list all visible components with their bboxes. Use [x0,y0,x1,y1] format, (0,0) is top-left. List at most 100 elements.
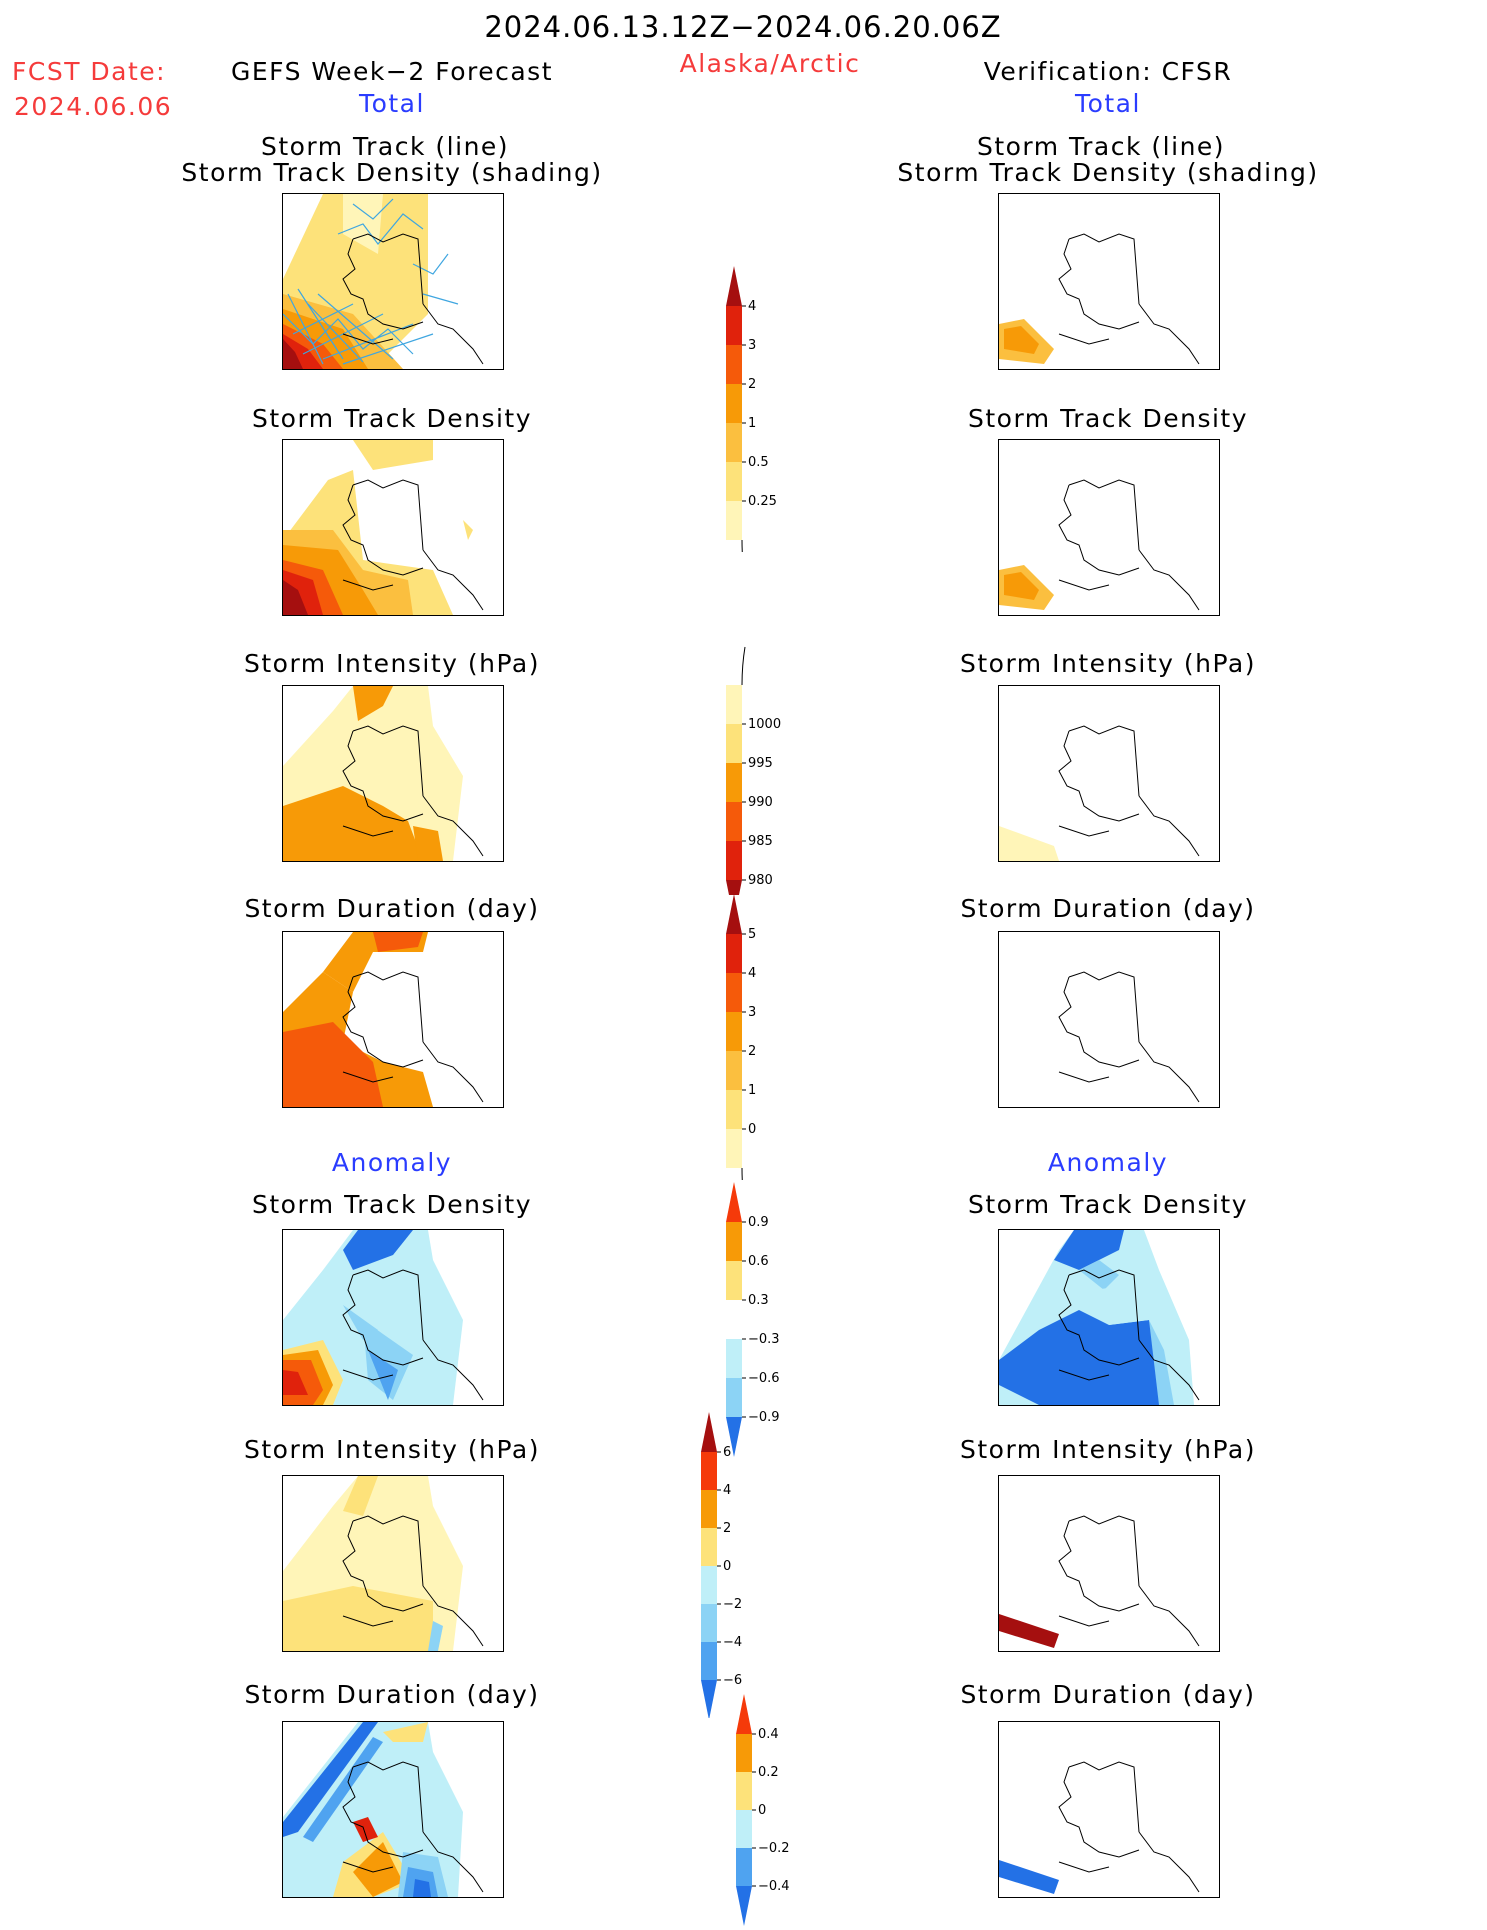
map-left-anom-intensity-svg [283,1476,484,1651]
map-left-anom-density [282,1229,504,1406]
right-track-shading-title: Storm Track Density (shading) [897,158,1319,187]
map-left-intensity-svg [283,686,484,861]
left-title: GEFS Week−2 Forecast [230,57,554,86]
colorbar-anomaly-intensity-segment [701,1642,717,1680]
left-density-title: Storm Track Density [251,404,533,433]
colorbar-total-density-segment [726,501,742,540]
colorbar-anomaly-density-tick-label: 0.6 [748,1254,769,1269]
map-left-density-svg [283,440,484,615]
colorbar-anomaly-duration-segment [736,1694,752,1734]
colorbar-anomaly-intensity-tick-label: −4 [723,1635,742,1650]
colorbar-total-duration-tick-label: 3 [748,1005,756,1020]
colorbar-anomaly-density-tick-label: −0.6 [748,1371,780,1386]
colorbar-total-duration: 5 4 3 2 1 0 [726,894,756,1180]
colorbar-anomaly-density-segment [726,1339,742,1378]
colorbar-anomaly-density-tick-label: −0.3 [748,1332,780,1347]
colorbar-total-duration-tick-label: 5 [748,927,756,942]
colorbar-anomaly-intensity-tick-label: 2 [723,1521,731,1536]
colorbar-anomaly-intensity-segment [701,1452,717,1490]
colorbar-anomaly-density-segment [726,1182,742,1222]
right-anom-density-title: Storm Track Density [967,1190,1249,1219]
fcst-label: FCST Date: [12,57,167,86]
colorbar-anomaly-duration-segment [736,1810,752,1848]
right-intensity-title: Storm Intensity (hPa) [960,649,1256,678]
colorbar-anomaly-intensity-segment [701,1680,717,1718]
map-right-track [998,193,1220,370]
right-anom-duration-title: Storm Duration (day) [960,1680,1256,1709]
colorbar-total-duration-tick-label: 4 [748,966,756,981]
left-anom-duration-title: Storm Duration (day) [244,1680,540,1709]
map-left-duration-svg [283,932,484,1107]
left-anom-intensity-title: Storm Intensity (hPa) [244,1435,540,1464]
map-right-track-svg [999,233,1200,365]
colorbar-anomaly-intensity-tick-label: −2 [723,1597,742,1612]
left-anom-density-title: Storm Track Density [251,1190,533,1219]
colorbar-total-intensity-segment [726,841,742,880]
colorbar-anomaly-intensity: 6 4 2 0 −2 −4 −6 [701,1412,742,1718]
colorbar-total-density-tick-label: 0.25 [748,494,777,509]
colorbar-total-intensity-segment [726,763,742,802]
map-right-density-svg [999,479,1200,611]
left-intensity-title: Storm Intensity (hPa) [244,649,540,678]
colorbar-total-intensity-tail [741,646,746,686]
right-anomaly-label: Anomaly [1047,1148,1169,1177]
colorbar-total-intensity: 1000 995 990 985 980 [726,646,781,895]
colorbar-total-intensity-tick-label: 1000 [748,717,781,732]
colorbar-total-intensity-tick-label: 980 [748,873,773,888]
colorbar-total-intensity-segment [726,685,742,724]
left-track-line-title: Storm Track (line) [260,132,510,161]
right-density-title: Storm Track Density [967,404,1249,433]
colorbar-anomaly-density: 0.9 0.6 0.3 −0.3 −0.6 −0.9 [726,1182,780,1457]
map-right-anom-intensity-svg [999,1515,1200,1648]
colorbar-anomaly-duration-tick-label: 0.2 [758,1765,779,1780]
colorbar-total-duration-segment [726,1051,742,1090]
colorbar-anomaly-intensity-tick-label: 4 [723,1483,731,1498]
right-title: Verification: CFSR [983,57,1233,86]
colorbar-anomaly-density-tick-label: 0.3 [748,1293,769,1308]
map-right-duration [998,931,1220,1108]
right-track-line-title: Storm Track (line) [976,132,1226,161]
map-right-anom-density-svg [999,1230,1200,1405]
region-title: Alaska/Arctic [679,49,861,78]
colorbar-anomaly-density-segment [726,1417,742,1457]
map-right-anom-density [998,1229,1220,1406]
colorbar-total-density-segment [726,266,742,306]
left-anomaly-label: Anomaly [331,1148,453,1177]
colorbar-total-duration-segment [726,973,742,1012]
colorbar-total-intensity-tick-label: 990 [748,795,773,810]
map-right-anom-intensity [998,1475,1220,1652]
colorbar-total-duration-segment [726,894,742,934]
map-left-intensity [282,685,504,862]
colorbar-total-duration-tick-label: 1 [748,1083,756,1098]
map-right-anom-duration-svg [999,1761,1200,1894]
colorbar-total-density-segment [726,384,742,423]
colorbar-total-duration-segment [726,1012,742,1051]
colorbar-anomaly-duration-segment [736,1734,752,1772]
colorbar-anomaly-duration-tick-label: 0 [758,1803,766,1818]
colorbar-anomaly-intensity-segment [701,1528,717,1566]
colorbar-total-density-tick-label: 0.5 [748,455,769,470]
left-duration-title: Storm Duration (day) [244,894,540,923]
colorbar-total-intensity-segment [726,880,742,895]
colorbar-total-density-segment [726,462,742,501]
colorbar-total-density: 4 3 2 1 0.5 0.25 [726,266,777,552]
colorbar-anomaly-duration-segment [736,1772,752,1810]
map-right-anom-duration [998,1721,1220,1898]
map-right-density [998,439,1220,616]
colorbar-total-density-segment [726,306,742,345]
colorbar-total-density-tick-label: 4 [748,299,756,314]
colorbar-anomaly-duration: 0.4 0.2 0 −0.2 −0.4 [736,1694,790,1926]
map-left-duration [282,931,504,1108]
colorbar-total-duration-segment [726,1090,742,1129]
colorbar-total-density-segment [726,345,742,384]
colorbar-total-intensity-segment [726,724,742,763]
colorbar-total-intensity-tick-label: 985 [748,834,773,849]
map-left-anom-duration [282,1721,504,1898]
colorbar-total-density-tick-label: 3 [748,338,756,353]
colorbar-anomaly-intensity-tick-label: −6 [723,1673,742,1688]
colorbar-anomaly-duration-tick-label: −0.2 [758,1841,790,1856]
right-anom-intensity-title: Storm Intensity (hPa) [960,1435,1256,1464]
map-left-density [282,439,504,616]
colorbar-anomaly-duration-segment [736,1886,752,1926]
colorbar-total-duration-tail [741,1167,743,1180]
